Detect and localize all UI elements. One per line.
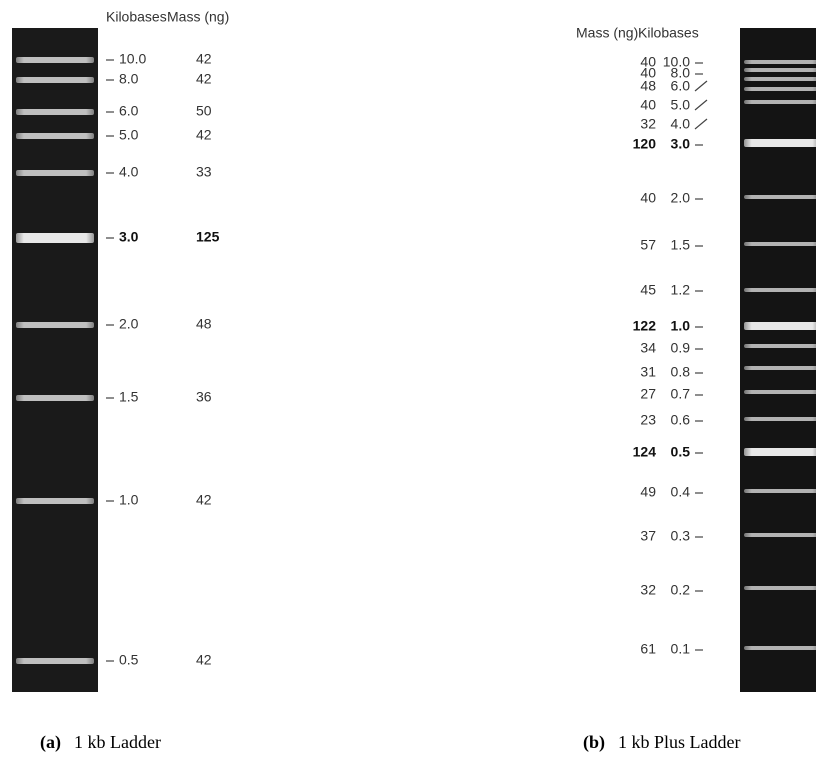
mass: 42 [196,51,212,67]
mass: 50 [196,103,212,119]
kilobases: 8.0 [119,71,139,87]
kilobases: 6.0 [119,103,139,119]
mass: 45 [640,282,656,298]
mass: 32 [640,116,656,132]
caption-label: (b) [583,732,605,753]
band [744,390,816,394]
mass: 57 [640,237,656,253]
band [744,344,816,348]
mass: 37 [640,528,656,544]
band [16,233,94,243]
caption-label: (a) [40,732,61,753]
mass: 23 [640,412,656,428]
kilobases: 4.0 [671,116,691,132]
tick [695,119,707,129]
kilobases: 0.7 [671,386,691,402]
band [16,658,94,664]
mass: 40 [640,97,656,113]
mass: 122 [633,318,657,334]
kilobases: 1.0 [119,492,139,508]
kilobases: 4.0 [119,164,139,180]
mass: 49 [640,484,656,500]
mass: 48 [640,78,656,94]
band [16,322,94,328]
band [16,77,94,83]
band [744,77,816,81]
header-kilobases: Kilobases [638,25,699,41]
band [744,366,816,370]
band [744,195,816,199]
band [744,242,816,246]
mass: 42 [196,71,212,87]
kilobases: 0.8 [671,364,691,380]
band [744,288,816,292]
band [744,68,816,72]
header-mass: Mass (ng) [576,25,638,41]
mass: 31 [640,364,656,380]
mass: 125 [196,229,220,245]
kilobases: 1.0 [671,318,691,334]
kilobases: 5.0 [671,97,691,113]
header-mass: Mass (ng) [167,9,229,25]
mass: 36 [196,389,212,405]
band [744,417,816,421]
kilobases: 0.9 [671,340,691,356]
kilobases: 0.5 [671,444,691,460]
band [16,395,94,401]
kilobases: 10.0 [119,51,146,67]
mass: 34 [640,340,656,356]
band [744,322,816,330]
kilobases: 0.4 [671,484,691,500]
band [744,448,816,456]
gel-a [12,28,98,692]
band [16,498,94,504]
kilobases: 0.5 [119,652,139,668]
mass: 124 [633,444,657,460]
kilobases: 1.5 [119,389,139,405]
mass: 48 [196,316,212,332]
figure: Kilobases Mass (ng) Mass (ng) Kilobases … [0,0,816,764]
band [16,133,94,139]
kilobases: 0.1 [671,641,691,657]
band [16,57,94,63]
header-kilobases: Kilobases [106,9,167,25]
kilobases: 2.0 [119,316,139,332]
caption-text: 1 kb Ladder [74,732,161,752]
kilobases: 0.2 [671,582,691,598]
kilobases: 0.3 [671,528,691,544]
mass: 42 [196,652,212,668]
caption-text: 1 kb Plus Ladder [618,732,740,752]
band [744,586,816,590]
kilobases: 3.0 [119,229,139,245]
band [16,109,94,115]
mass: 27 [640,386,656,402]
mass: 120 [633,136,657,152]
gel-b [740,28,816,692]
band [744,100,816,104]
band [744,533,816,537]
kilobases: 2.0 [671,190,691,206]
tick [695,81,707,91]
kilobases: 1.5 [671,237,691,253]
band [16,170,94,176]
mass: 33 [196,164,212,180]
kilobases: 1.2 [671,282,691,298]
mass: 61 [640,641,656,657]
band [744,489,816,493]
band [744,646,816,650]
kilobases: 0.6 [671,412,691,428]
mass: 32 [640,582,656,598]
mass: 42 [196,127,212,143]
tick [695,100,707,110]
kilobases: 6.0 [671,78,691,94]
mass: 40 [640,190,656,206]
kilobases: 5.0 [119,127,139,143]
mass: 42 [196,492,212,508]
band [744,87,816,91]
kilobases: 3.0 [671,136,691,152]
band [744,60,816,64]
band [744,139,816,147]
